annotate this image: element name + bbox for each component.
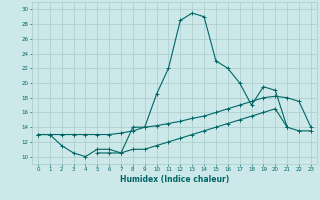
X-axis label: Humidex (Indice chaleur): Humidex (Indice chaleur) [120,175,229,184]
